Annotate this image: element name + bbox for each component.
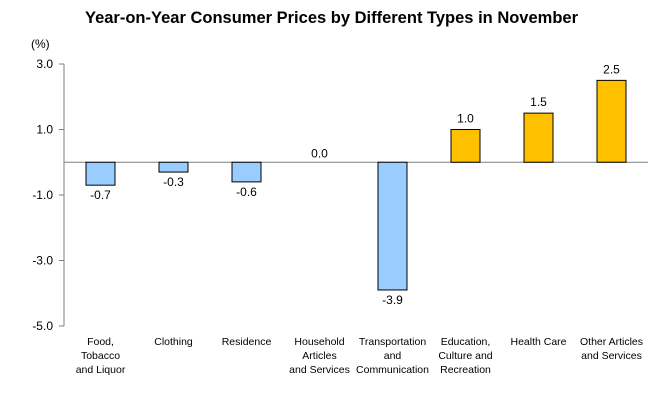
x-tick-label: and bbox=[384, 350, 402, 362]
chart-title: Year-on-Year Consumer Prices by Differen… bbox=[84, 9, 579, 27]
x-tick-label: and Services bbox=[581, 350, 642, 362]
y-axis-unit-label: (%) bbox=[31, 37, 50, 51]
bar bbox=[85, 161, 116, 186]
data-label: -3.9 bbox=[382, 293, 403, 307]
x-tick-label: and Services bbox=[289, 364, 350, 376]
x-tick-label: Communication bbox=[356, 364, 429, 376]
x-tick-label: Transportation bbox=[359, 336, 426, 348]
bar bbox=[450, 129, 481, 163]
data-label: 1.5 bbox=[530, 95, 547, 109]
x-tick-label: Articles bbox=[302, 350, 336, 362]
y-tick-label: 1.0 bbox=[36, 123, 53, 137]
bar bbox=[523, 112, 554, 163]
x-tick-label: Other Articles bbox=[580, 336, 643, 348]
x-tick-label: Household bbox=[294, 336, 344, 348]
x-tick-label: Health Care bbox=[510, 336, 566, 348]
data-label: -0.6 bbox=[236, 185, 257, 199]
x-tick-label: Food, bbox=[87, 336, 114, 348]
y-tick-label: 3.0 bbox=[36, 57, 53, 71]
data-label: 1.0 bbox=[457, 112, 474, 126]
data-label: -0.7 bbox=[90, 188, 111, 202]
x-tick-label: Culture and bbox=[438, 350, 492, 362]
y-tick-label: -1.0 bbox=[32, 188, 53, 202]
bar bbox=[231, 161, 262, 183]
y-tick-label: -5.0 bbox=[32, 319, 53, 333]
data-label: 0.0 bbox=[311, 146, 328, 160]
x-tick-label: Tobacco bbox=[81, 350, 120, 362]
bar bbox=[158, 161, 189, 173]
y-tick-label: -3.0 bbox=[32, 254, 53, 268]
x-tick-label: Recreation bbox=[440, 364, 491, 376]
data-label: 2.5 bbox=[603, 62, 620, 76]
x-tick-label: Education, bbox=[441, 336, 491, 348]
data-label: -0.3 bbox=[163, 175, 184, 189]
x-tick-label: and Liquor bbox=[76, 364, 126, 376]
bar bbox=[596, 79, 627, 163]
x-tick-label: Residence bbox=[222, 336, 272, 348]
x-tick-label: Clothing bbox=[154, 336, 193, 348]
bar bbox=[377, 161, 408, 291]
